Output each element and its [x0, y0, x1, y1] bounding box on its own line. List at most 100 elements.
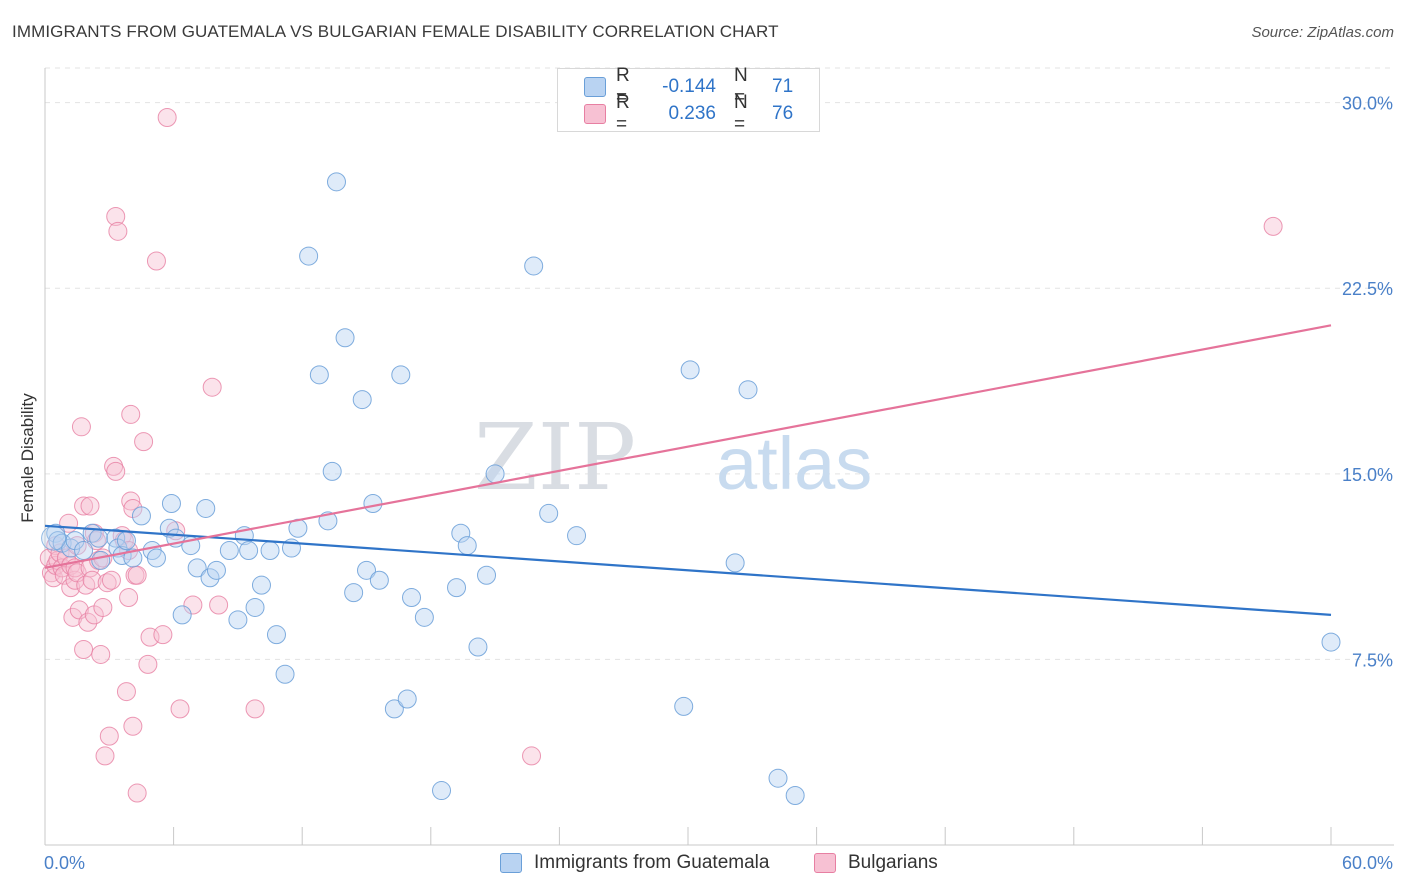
data-point-guatemala [468, 637, 488, 657]
n-value-guatemala: 71 [772, 75, 794, 97]
data-point-guatemala [352, 390, 372, 410]
legend-label-guatemala: Immigrants from Guatemala [534, 852, 770, 873]
n-label: N = [734, 64, 748, 108]
data-point-guatemala [768, 768, 788, 788]
data-point-guatemala [402, 588, 422, 608]
data-point-guatemala [206, 560, 226, 580]
tick-labels: 7.5% 15.0% 22.5% 30.0% 0.0% 60.0% [44, 94, 1393, 873]
data-point-bulgarians [108, 221, 128, 241]
legend-item-guatemala[interactable]: Immigrants from Guatemala [500, 852, 769, 874]
data-point-bulgarians [138, 654, 158, 674]
data-point-bulgarians [121, 491, 141, 511]
legend-swatch-guatemala [500, 853, 522, 873]
source-credit: Source: ZipAtlas.com [1251, 24, 1394, 41]
data-point-bulgarians [116, 682, 136, 702]
data-point-guatemala [200, 568, 220, 588]
data-point-bulgarians [119, 588, 139, 608]
data-point-bulgarians [106, 206, 126, 226]
n-label: N = [734, 91, 748, 135]
data-point-guatemala [391, 365, 411, 385]
data-point-bulgarians [82, 570, 102, 590]
stats-swatch-guatemala [584, 76, 606, 97]
data-point-guatemala [131, 506, 151, 526]
data-point-guatemala [363, 494, 383, 514]
data-point-guatemala [738, 380, 758, 400]
data-point-guatemala [299, 246, 319, 266]
data-point-bulgarians [170, 699, 190, 719]
data-point-guatemala [187, 558, 207, 578]
legend-label-bulgarians: Bulgarians [848, 852, 938, 873]
data-point-guatemala [275, 664, 295, 684]
data-point-bulgarians [1263, 216, 1283, 236]
data-point-bulgarians [78, 612, 98, 632]
data-point-guatemala [357, 560, 376, 580]
data-point-guatemala [159, 518, 179, 538]
trend-line-bulgarians [44, 324, 1332, 569]
data-point-guatemala [785, 786, 805, 806]
data-point-bulgarians [202, 377, 222, 397]
data-point-bulgarians [91, 644, 111, 664]
data-point-guatemala [322, 461, 342, 481]
watermark-zip: ZIP [474, 404, 636, 511]
data-point-guatemala [74, 541, 94, 561]
data-point-bulgarians [71, 417, 91, 437]
r-label: R = [616, 91, 630, 135]
data-point-guatemala [369, 570, 389, 590]
y-tick-label: 22.5% [1342, 279, 1393, 299]
data-point-bulgarians [123, 716, 143, 736]
data-point-guatemala [89, 528, 109, 548]
y-tick-label: 7.5% [1352, 650, 1393, 670]
data-point-bulgarians [63, 607, 83, 627]
data-point-guatemala [447, 578, 467, 598]
data-point-guatemala [239, 541, 259, 561]
data-point-bulgarians [106, 461, 126, 481]
series-guatemala [41, 172, 1341, 806]
data-point-guatemala [116, 531, 136, 551]
chart-title: IMMIGRANTS FROM GUATEMALA VS BULGARIAN F… [12, 22, 779, 41]
x-tick-label-max: 60.0% [1342, 853, 1393, 873]
data-point-bulgarians [157, 107, 177, 127]
data-point-guatemala [146, 548, 166, 568]
data-point-guatemala [567, 526, 587, 546]
r-label: R = [616, 64, 630, 108]
r-value-guatemala: -0.144 [662, 75, 716, 97]
data-point-guatemala [414, 607, 434, 627]
data-point-guatemala [251, 575, 271, 595]
data-point-guatemala [680, 360, 700, 380]
data-point-guatemala [432, 781, 452, 801]
data-point-guatemala [245, 597, 265, 617]
data-point-guatemala [344, 583, 364, 603]
data-point-bulgarians [146, 251, 166, 271]
data-point-guatemala [485, 464, 505, 484]
data-point-bulgarians [127, 783, 147, 803]
legend-item-bulgarians[interactable]: Bulgarians [814, 852, 938, 874]
data-point-guatemala [228, 610, 248, 630]
data-point-guatemala [260, 541, 280, 561]
series-bulgarians [39, 107, 1283, 803]
data-point-guatemala [172, 605, 192, 625]
axes [44, 68, 1394, 846]
stats-swatch-bulgarians [584, 103, 606, 124]
data-point-guatemala [674, 696, 694, 716]
data-point-bulgarians [74, 640, 94, 660]
data-point-bulgarians [153, 625, 173, 645]
trend-line-guatemala [44, 524, 1332, 616]
data-point-guatemala [1321, 632, 1341, 652]
data-point-guatemala [397, 689, 417, 709]
data-point-bulgarians [80, 496, 100, 516]
data-point-guatemala [266, 625, 286, 645]
data-point-guatemala [91, 550, 111, 570]
data-point-bulgarians [183, 595, 203, 615]
data-point-guatemala [539, 503, 559, 523]
data-point-guatemala [384, 699, 404, 719]
n-value-bulgarians: 76 [772, 102, 794, 124]
data-point-bulgarians [104, 456, 124, 476]
data-point-guatemala [457, 536, 477, 556]
legend: Immigrants from Guatemala Bulgarians [0, 850, 1406, 878]
watermark-atlas: atlas [716, 422, 872, 505]
data-point-bulgarians [134, 432, 154, 452]
data-point-guatemala [161, 494, 181, 514]
data-point-guatemala [41, 525, 67, 551]
data-point-guatemala [725, 553, 745, 573]
